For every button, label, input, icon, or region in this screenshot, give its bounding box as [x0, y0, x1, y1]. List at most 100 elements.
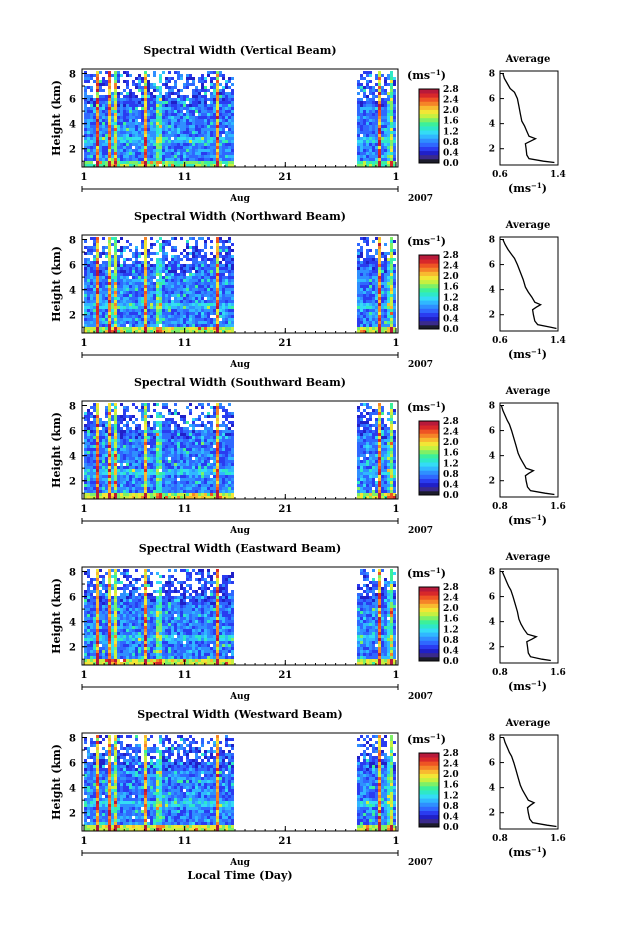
heatmap-cell	[174, 161, 177, 164]
heatmap-cell	[375, 89, 378, 92]
heatmap-cell	[153, 318, 156, 321]
heatmap-cell	[123, 490, 126, 493]
average-y-tick-label: 6	[489, 261, 495, 271]
heatmap-cell	[204, 104, 207, 107]
heatmap-cell	[87, 116, 90, 119]
heatmap-cell	[99, 282, 102, 285]
heatmap-cell	[222, 125, 225, 128]
heatmap-cell	[132, 324, 135, 327]
heatmap-cell	[99, 418, 102, 421]
heatmap-cell	[141, 330, 144, 333]
heatmap-cell	[168, 267, 171, 270]
heatmap-cell	[177, 412, 180, 415]
heatmap-cell	[183, 285, 186, 288]
heatmap-cell	[156, 481, 159, 484]
heatmap-cell	[114, 146, 117, 149]
heatmap-cell	[384, 270, 387, 273]
heatmap-cell	[123, 424, 126, 427]
heatmap-cell	[177, 125, 180, 128]
heatmap-cell	[93, 309, 96, 312]
heatmap-cell	[174, 125, 177, 128]
heatmap-cells	[84, 237, 396, 333]
heatmap-cell	[138, 493, 141, 496]
heatmap-cell	[90, 270, 93, 273]
heatmap-cell	[144, 312, 147, 315]
heatmap-cell	[84, 149, 87, 152]
heatmap-cell	[366, 240, 369, 243]
heatmap-cell	[156, 128, 159, 131]
heatmap-cell	[147, 255, 150, 258]
heatmap-cell	[87, 77, 90, 80]
heatmap-cell	[360, 324, 363, 327]
heatmap-cell	[222, 294, 225, 297]
heatmap-cell	[141, 312, 144, 315]
heatmap-cell	[171, 140, 174, 143]
heatmap-cell	[192, 95, 195, 98]
heatmap-cell	[231, 297, 234, 300]
heatmap-cell	[111, 466, 114, 469]
heatmap-cell	[210, 95, 213, 98]
heatmap-cell	[99, 466, 102, 469]
heatmap-cell	[147, 113, 150, 116]
heatmap-cell	[390, 252, 393, 255]
heatmap-cell	[90, 77, 93, 80]
heatmap-cell	[120, 267, 123, 270]
heatmap-cell	[198, 430, 201, 433]
x-tick-label: 21	[278, 338, 292, 349]
heatmap-cell	[372, 137, 375, 140]
heatmap-cell	[102, 315, 105, 318]
heatmap-cell	[222, 101, 225, 104]
heatmap-cell	[153, 424, 156, 427]
heatmap-cell	[123, 294, 126, 297]
heatmap-cell	[138, 454, 141, 457]
heatmap-cell	[141, 110, 144, 113]
heatmap-cell	[186, 255, 189, 258]
heatmap-cell	[207, 282, 210, 285]
heatmap-cell	[360, 306, 363, 309]
heatmap-cell	[129, 74, 132, 77]
heatmap-cell	[138, 80, 141, 83]
heatmap-cell	[87, 143, 90, 146]
heatmap-cell	[189, 490, 192, 493]
heatmap-cell	[180, 448, 183, 451]
heatmap-cell	[126, 101, 129, 104]
heatmap-cell	[393, 300, 396, 303]
heatmap-cell	[153, 427, 156, 430]
heatmap-cell	[96, 454, 99, 457]
heatmap-cell	[180, 487, 183, 490]
heatmap-cell	[129, 306, 132, 309]
y-tick-label: 6	[69, 95, 76, 106]
heatmap-cell	[150, 98, 153, 101]
heatmap-cell	[96, 258, 99, 261]
heatmap-cell	[126, 439, 129, 442]
heatmap-cell	[111, 312, 114, 315]
heatmap-cell	[105, 327, 108, 330]
heatmap-cell	[99, 297, 102, 300]
heatmap-cell	[360, 77, 363, 80]
heatmap-cell	[381, 140, 384, 143]
heatmap-cell	[132, 478, 135, 481]
colorbar-tick-label: 1.6	[443, 283, 459, 293]
heatmap-cell	[204, 107, 207, 110]
heatmap-cell	[117, 285, 120, 288]
heatmap-cell	[162, 424, 165, 427]
heatmap-cell	[204, 496, 207, 499]
heatmap-cell	[384, 125, 387, 128]
heatmap-cell	[123, 143, 126, 146]
heatmap-cell	[213, 273, 216, 276]
heatmap-cell	[87, 330, 90, 333]
heatmap-cell	[387, 258, 390, 261]
heatmap-cell	[189, 146, 192, 149]
heatmap-cell	[105, 273, 108, 276]
heatmap-cell	[375, 119, 378, 122]
heatmap-cell	[369, 276, 372, 279]
heatmap-cell	[189, 282, 192, 285]
heatmap-cell	[210, 436, 213, 439]
heatmap-cell	[96, 74, 99, 77]
heatmap-cell	[225, 261, 228, 264]
heatmap-cell	[192, 469, 195, 472]
heatmap-cell	[360, 137, 363, 140]
heatmap-cell	[93, 303, 96, 306]
heatmap-cell	[129, 315, 132, 318]
heatmap-cell	[357, 330, 360, 333]
